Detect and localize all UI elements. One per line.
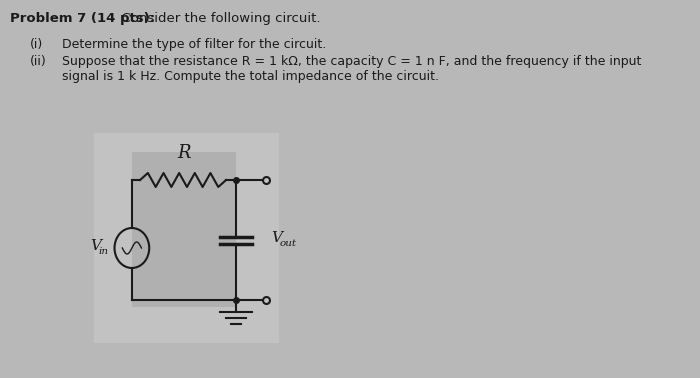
Bar bbox=[94, 133, 279, 343]
Bar bbox=[132, 152, 236, 307]
Text: Consider the following circuit.: Consider the following circuit. bbox=[113, 12, 321, 25]
Text: signal is 1 k Hz. Compute the total impedance of the circuit.: signal is 1 k Hz. Compute the total impe… bbox=[62, 70, 440, 83]
Text: Determine the type of filter for the circuit.: Determine the type of filter for the cir… bbox=[62, 38, 327, 51]
Text: (ii): (ii) bbox=[30, 55, 47, 68]
Text: R: R bbox=[177, 144, 190, 162]
Text: (i): (i) bbox=[30, 38, 43, 51]
Text: V: V bbox=[90, 239, 101, 253]
Text: Suppose that the resistance R = 1 kΩ, the capacity C = 1 n F, and the frequency : Suppose that the resistance R = 1 kΩ, th… bbox=[62, 55, 642, 68]
Text: V: V bbox=[272, 231, 283, 245]
Text: Problem 7 (14 pts):: Problem 7 (14 pts): bbox=[10, 12, 155, 25]
Text: in: in bbox=[98, 248, 108, 257]
Text: out: out bbox=[279, 240, 296, 248]
